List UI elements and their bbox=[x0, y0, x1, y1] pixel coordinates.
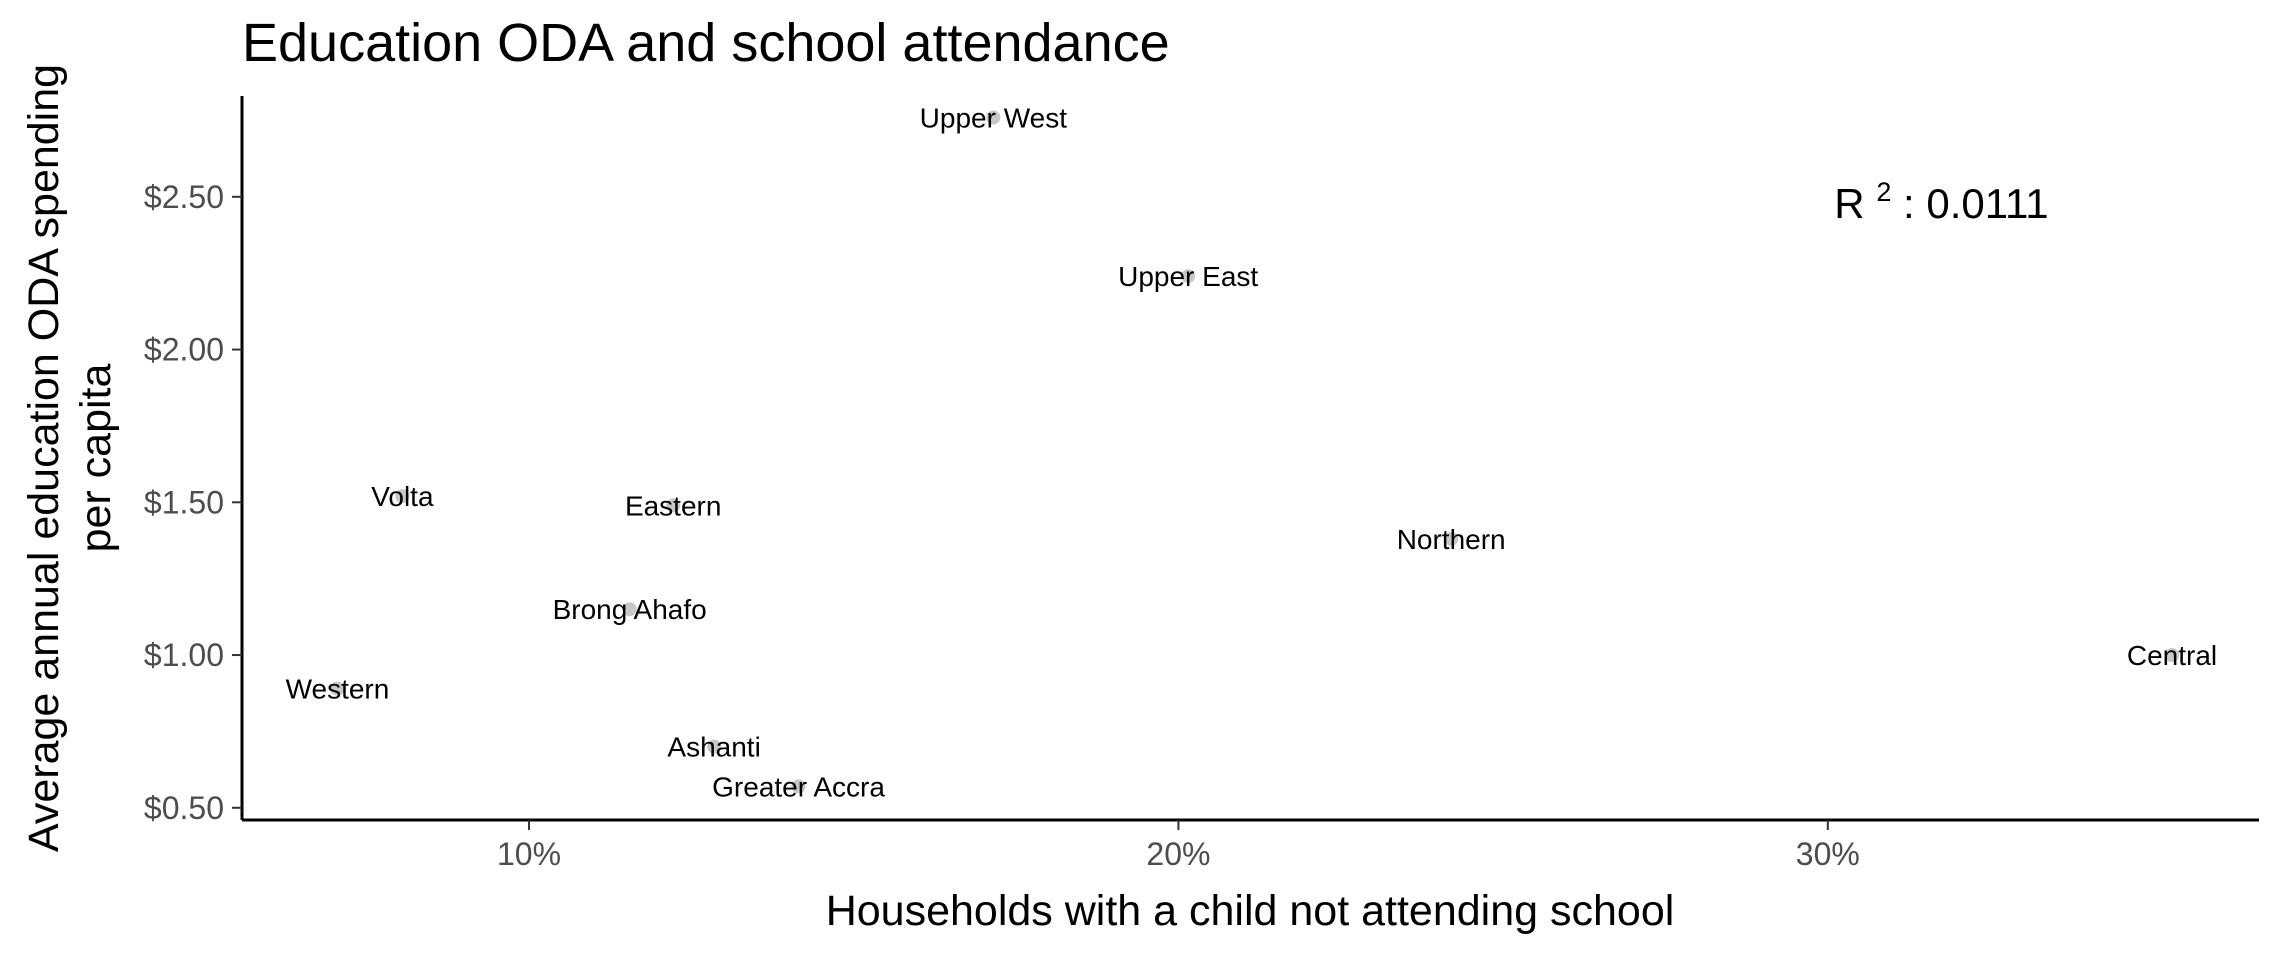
scatter-point bbox=[791, 779, 806, 794]
point-label: Upper West bbox=[920, 102, 1068, 133]
point-label: Greater Accra bbox=[712, 771, 885, 802]
r-label: R bbox=[1834, 180, 1864, 227]
y-tick-label: $2.00 bbox=[144, 332, 224, 368]
y-axis-title-line-1: Average annual education ODA spending bbox=[20, 64, 68, 852]
point-labels: Upper West Upper East Volta Eastern Northern… bbox=[286, 102, 2218, 802]
y-tick-label: $0.50 bbox=[144, 790, 224, 826]
x-axis-ticks: 10% 20% 30% bbox=[497, 820, 1860, 872]
scatter-point bbox=[622, 602, 637, 617]
point-label: Eastern bbox=[625, 490, 722, 521]
x-axis-title: Households with a child not attending sc… bbox=[826, 887, 1675, 935]
point-label: Brong Ahafo bbox=[553, 594, 707, 625]
scatter-point bbox=[395, 489, 410, 504]
r-squared-value: : 0.0111 bbox=[1903, 180, 2049, 227]
scatter-point bbox=[666, 498, 681, 513]
y-axis-title-line-2: per capita bbox=[72, 363, 120, 552]
scatter-point bbox=[707, 739, 722, 754]
point-label: Volta bbox=[371, 481, 434, 512]
y-axis-title: Average annual education ODA spending pe… bbox=[20, 64, 120, 852]
scatter-point bbox=[2164, 648, 2179, 663]
x-tick-label: 20% bbox=[1146, 836, 1210, 872]
x-tick-label: 30% bbox=[1796, 836, 1860, 872]
y-tick-label: $1.00 bbox=[144, 637, 224, 673]
point-label: Western bbox=[286, 674, 390, 705]
point-label: Ashanti bbox=[667, 732, 760, 763]
scatter-point bbox=[1181, 269, 1196, 284]
r-superscript: 2 bbox=[1876, 177, 1891, 207]
point-label: Upper East bbox=[1118, 261, 1258, 292]
y-tick-label: $2.50 bbox=[144, 179, 224, 215]
scatter-points bbox=[330, 110, 2179, 794]
r-squared-annotation: R 2 : 0.0111 bbox=[1834, 163, 2048, 227]
scatter-point bbox=[330, 681, 345, 696]
scatter-point bbox=[986, 110, 1001, 125]
point-label: Northern bbox=[1397, 524, 1506, 555]
y-axis-ticks: $0.50 $1.00 $1.50 $2.00 $2.50 bbox=[144, 179, 242, 826]
chart-title: Education ODA and school attendance bbox=[242, 13, 1170, 73]
point-label: Central bbox=[2127, 640, 2217, 671]
y-tick-label: $1.50 bbox=[144, 484, 224, 520]
scatter-point bbox=[1444, 531, 1459, 546]
x-tick-label: 10% bbox=[497, 836, 561, 872]
